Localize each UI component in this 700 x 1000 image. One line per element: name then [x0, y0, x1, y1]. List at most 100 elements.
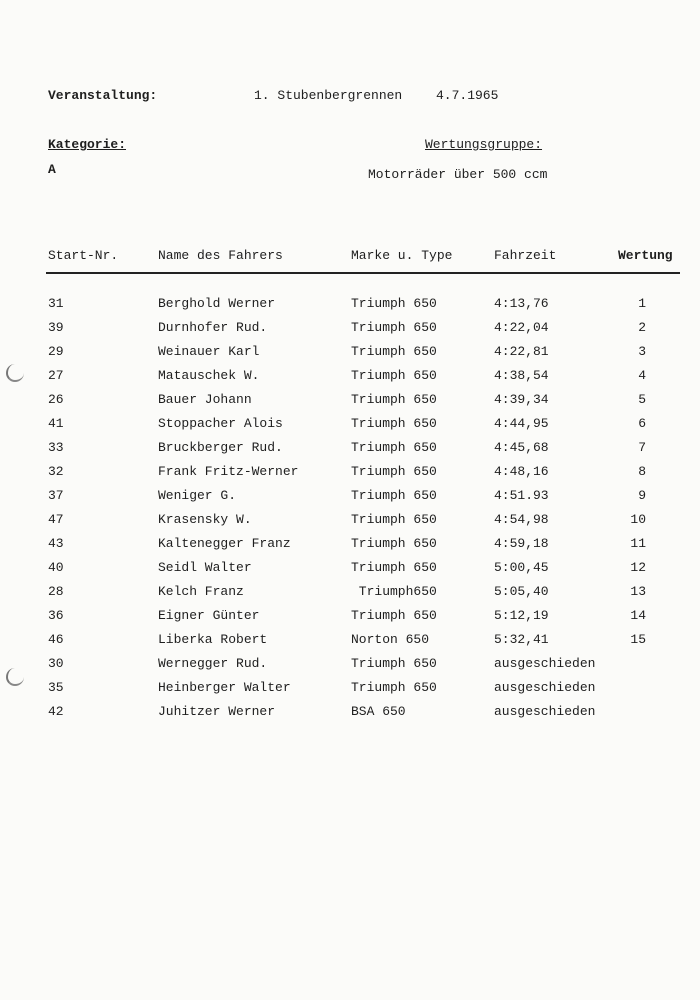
driver-name: Weniger G. — [158, 488, 237, 503]
make-type: Triumph 650 — [351, 536, 437, 551]
time: 4:51.93 — [494, 488, 549, 503]
make-type: Triumph 650 — [351, 680, 437, 695]
table-row: 36 Eigner Günter Triumph 650 5:12,19 14 — [0, 608, 700, 628]
col-wertung: Wertung — [618, 248, 673, 263]
start-nr: 29 — [48, 344, 64, 359]
driver-name: Eigner Günter — [158, 608, 260, 623]
rank: 11 — [630, 536, 646, 551]
rank: 8 — [638, 464, 646, 479]
rank: 9 — [638, 488, 646, 503]
driver-name: Heinberger Walter — [158, 680, 291, 695]
start-nr: 32 — [48, 464, 64, 479]
table-header: Start-Nr. Name des Fahrers Marke u. Type… — [0, 248, 700, 268]
start-nr: 30 — [48, 656, 64, 671]
make-type: Triumph 650 — [351, 464, 437, 479]
table-row: 47 Krasensky W. Triumph 650 4:54,98 10 — [0, 512, 700, 532]
table-row: 41 Stoppacher Alois Triumph 650 4:44,95 6 — [0, 416, 700, 436]
make-type: Triumph 650 — [351, 320, 437, 335]
time: 4:39,34 — [494, 392, 549, 407]
start-nr: 42 — [48, 704, 64, 719]
rank: 7 — [638, 440, 646, 455]
time: 4:44,95 — [494, 416, 549, 431]
table-row: 33 Bruckberger Rud. Triumph 650 4:45,68 7 — [0, 440, 700, 460]
table-row: 30 Wernegger Rud. Triumph 650 ausgeschieden — [0, 656, 700, 676]
time: 4:13,76 — [494, 296, 549, 311]
rank: 1 — [638, 296, 646, 311]
start-nr: 28 — [48, 584, 64, 599]
driver-name: Seidl Walter — [158, 560, 252, 575]
make-type: Triumph650 — [351, 584, 437, 599]
header-rule — [46, 272, 680, 274]
col-start-nr: Start-Nr. — [48, 248, 119, 263]
event-label: Veranstaltung: — [48, 88, 158, 103]
make-type: Triumph 650 — [351, 608, 437, 623]
rank: 14 — [630, 608, 646, 623]
table-row: 26 Bauer Johann Triumph 650 4:39,34 5 — [0, 392, 700, 412]
make-type: Triumph 650 — [351, 488, 437, 503]
time: ausgeschieden — [494, 680, 596, 695]
start-nr: 27 — [48, 368, 64, 383]
start-nr: 46 — [48, 632, 64, 647]
table-row: 28 Kelch Franz Triumph650 5:05,40 13 — [0, 584, 700, 604]
table-row: 31 Berghold Werner Triumph 650 4:13,76 1 — [0, 296, 700, 316]
driver-name: Berghold Werner — [158, 296, 276, 311]
table-row: 27 Matauschek W. Triumph 650 4:38,54 4 — [0, 368, 700, 388]
make-type: Triumph 650 — [351, 512, 437, 527]
start-nr: 43 — [48, 536, 64, 551]
make-type: BSA 650 — [351, 704, 406, 719]
start-nr: 26 — [48, 392, 64, 407]
start-nr: 39 — [48, 320, 64, 335]
rank: 12 — [630, 560, 646, 575]
rank: 3 — [638, 344, 646, 359]
group-value: Motorräder über 500 ccm — [368, 167, 548, 182]
col-fahrzeit: Fahrzeit — [494, 248, 557, 263]
make-type: Triumph 650 — [351, 368, 437, 383]
time: 5:05,40 — [494, 584, 549, 599]
driver-name: Frank Fritz-Werner — [158, 464, 299, 479]
rank: 13 — [630, 584, 646, 599]
punch-hole — [6, 668, 24, 686]
time: 4:45,68 — [494, 440, 549, 455]
driver-name: Weinauer Karl — [158, 344, 260, 359]
table-row: 37 Weniger G. Triumph 650 4:51.93 9 — [0, 488, 700, 508]
start-nr: 36 — [48, 608, 64, 623]
table-row: 39 Durnhofer Rud. Triumph 650 4:22,04 2 — [0, 320, 700, 340]
rank: 5 — [638, 392, 646, 407]
make-type: Triumph 650 — [351, 560, 437, 575]
category-label: Kategorie: — [48, 137, 127, 152]
col-marke: Marke u. Type — [351, 248, 453, 263]
event-date: 4.7.1965 — [436, 88, 499, 103]
time: 5:32,41 — [494, 632, 549, 647]
make-type: Triumph 650 — [351, 296, 437, 311]
table-row: 42 Juhitzer Werner BSA 650 ausgeschieden — [0, 704, 700, 724]
make-type: Triumph 650 — [351, 344, 437, 359]
make-type: Triumph 650 — [351, 392, 437, 407]
time: 4:22,04 — [494, 320, 549, 335]
time: 4:59,18 — [494, 536, 549, 551]
driver-name: Wernegger Rud. — [158, 656, 268, 671]
table-row: 35 Heinberger Walter Triumph 650 ausgeschie… — [0, 680, 700, 700]
time: 5:12,19 — [494, 608, 549, 623]
time: 4:48,16 — [494, 464, 549, 479]
driver-name: Kaltenegger Franz — [158, 536, 291, 551]
make-type: Triumph 650 — [351, 656, 437, 671]
table-row: 32 Frank Fritz-Werner Triumph 650 4:48,16 8 — [0, 464, 700, 484]
start-nr: 41 — [48, 416, 64, 431]
driver-name: Bruckberger Rud. — [158, 440, 283, 455]
start-nr: 31 — [48, 296, 64, 311]
table-row: 43 Kaltenegger Franz Triumph 650 4:59,18 11 — [0, 536, 700, 556]
rank: 2 — [638, 320, 646, 335]
start-nr: 33 — [48, 440, 64, 455]
start-nr: 47 — [48, 512, 64, 527]
start-nr: 35 — [48, 680, 64, 695]
driver-name: Kelch Franz — [158, 584, 244, 599]
group-label: Wertungsgruppe: — [425, 137, 543, 152]
event-name: 1. Stubenbergrennen — [254, 88, 403, 103]
category-value: A — [48, 162, 56, 177]
make-type: Norton 650 — [351, 632, 430, 647]
table-row: 29 Weinauer Karl Triumph 650 4:22,81 3 — [0, 344, 700, 364]
time: 4:22,81 — [494, 344, 549, 359]
make-type: Triumph 650 — [351, 416, 437, 431]
table-row: 46 Liberka Robert Norton 650 5:32,41 15 — [0, 632, 700, 652]
punch-hole — [6, 364, 24, 382]
